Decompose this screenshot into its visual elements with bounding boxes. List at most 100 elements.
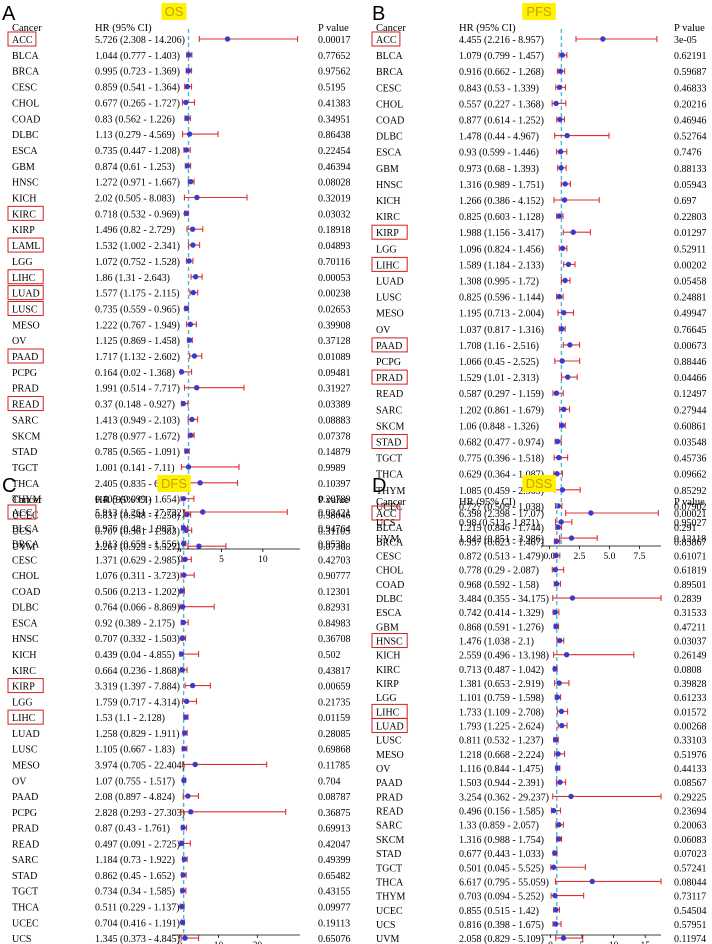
cancer-label: BRCA	[12, 540, 40, 551]
row-ov: OV 1.07 (0.755 - 1.517) 0.704	[12, 776, 341, 787]
highlight-box	[7, 237, 44, 253]
p-value-text: 0.697	[674, 196, 697, 207]
p-value-text: 0.20789	[318, 495, 351, 506]
cancer-label: MESO	[12, 760, 40, 771]
cancer-label: THCA	[376, 470, 404, 481]
p-value-text: 0.04893	[318, 241, 351, 252]
row-read: READ 0.587 (0.297 - 1.159) 0.12497	[376, 389, 707, 400]
p-value-text: 0.12497	[674, 389, 707, 400]
row-ov: OV 1.037 (0.817 - 1.316) 0.76645	[376, 325, 707, 336]
cancer-label: LUAD	[12, 729, 40, 740]
hr-ci-text: 1.215 (0.846 - 1.744)	[459, 523, 544, 534]
hr-ci-text: 1.072 (0.752 - 1.528)	[95, 257, 180, 268]
cancer-label: COAD	[12, 114, 40, 125]
hr-ci-text: 2.405 (0.835 - 6.929)	[95, 479, 180, 490]
header-hr: HR (95% CI)	[459, 497, 516, 508]
highlight-box	[7, 678, 44, 694]
p-value-text: 0.22454	[318, 146, 351, 157]
hr-ci-text: 0.976 (0.48 - 1.987)	[95, 524, 175, 535]
row-paad: PAAD 2.08 (0.897 - 4.824) 0.08787	[12, 792, 351, 803]
cancer-label: ACC	[376, 35, 397, 46]
header-hr: HR (95% CI)	[459, 23, 516, 34]
p-value-text: 0.36708	[318, 634, 351, 645]
highlight-box	[7, 396, 44, 412]
hr-ci-text: 0.877 (0.614 - 1.252)	[459, 116, 544, 127]
row-lihc: LIHC 1.733 (1.109 - 2.708) 0.01572	[371, 703, 707, 719]
hr-point	[557, 116, 563, 123]
hr-ci-text: 1.079 (0.799 - 1.457)	[459, 51, 544, 62]
row-esca: ESCA 0.735 (0.447 - 1.208) 0.22454	[12, 146, 351, 157]
p-value-text: 0.11785	[318, 760, 350, 771]
cancer-label: BRCA	[376, 537, 404, 548]
row-brca: BRCA 0.995 (0.723 - 1.369) 0.97562	[12, 67, 351, 78]
hr-point	[556, 454, 562, 461]
header-p-value: P value	[674, 497, 705, 508]
hr-point	[189, 682, 196, 689]
row-acc: ACC 6.398 (2.398 - 17.07) 0.00021	[371, 505, 707, 521]
hr-point	[558, 165, 564, 171]
row-esca: ESCA 0.742 (0.414 - 1.329) 0.31533	[376, 608, 707, 619]
hr-ci-text: 1.044 (0.777 - 1.403)	[95, 51, 180, 62]
hr-ci-text: 1.717 (1.132 - 2.602)	[95, 352, 180, 363]
cancer-label: PRAD	[376, 373, 403, 384]
row-cesc: CESC 0.872 (0.513 - 1.479) 0.61071	[376, 552, 707, 563]
cancer-label: READ	[376, 807, 403, 818]
hr-point	[180, 824, 186, 831]
cancer-label: GBM	[376, 164, 399, 175]
row-skcm: SKCM 1.06 (0.848 - 1.326) 0.60861	[376, 421, 707, 432]
row-gbm: GBM 0.868 (0.591 - 1.276) 0.47211	[376, 622, 706, 633]
hr-ci-text: 1.496 (0.82 - 2.729)	[95, 225, 175, 236]
highlight-box	[7, 31, 37, 47]
cancer-label: MESO	[12, 320, 40, 331]
hr-point	[560, 935, 567, 941]
hr-point	[561, 406, 567, 412]
cancer-label: ESCA	[12, 146, 38, 157]
hr-ci-text: 1.529 (1.01 - 2.313)	[459, 373, 539, 384]
title-badge	[522, 475, 556, 492]
title-badge	[161, 3, 187, 20]
x-tick-label: 10	[214, 941, 224, 944]
row-skcm: SKCM 1.278 (0.977 - 1.672) 0.07378	[12, 431, 351, 442]
row-blca: BLCA 0.976 (0.48 - 1.987) 0.94764	[12, 524, 351, 535]
cancer-label: PAAD	[376, 778, 402, 789]
hr-point	[552, 892, 558, 899]
p-value-text: 0.07368	[318, 542, 351, 553]
row-brca: BRCA 1.013 (0.659 - 1.556) 0.9538	[12, 540, 346, 551]
hr-point	[556, 822, 562, 828]
row-acc: ACC 4.455 (2.216 - 8.957) 3e-05	[371, 31, 697, 47]
row-ov: OV 1.116 (0.844 - 1.475) 0.44133	[376, 764, 707, 775]
p-value-text: 0.08883	[318, 415, 351, 426]
p-value-text: 0.65482	[318, 871, 351, 882]
cancer-label: SKCM	[376, 835, 404, 846]
row-lgg: LGG 1.072 (0.752 - 1.528) 0.70116	[12, 257, 350, 268]
hr-ci-text: 1.478 (0.44 - 4.967)	[459, 132, 539, 143]
p-value-text: 0.89501	[674, 580, 707, 591]
hr-ci-text: 0.682 (0.477 - 0.974)	[459, 438, 544, 449]
row-sarc: SARC 1.184 (0.73 - 1.922) 0.49399	[12, 855, 351, 866]
hr-point	[180, 400, 187, 407]
row-uvm: UVM 2.261 (0.925 - 5.527) 0.07368	[12, 542, 351, 553]
cancer-label: CHOL	[12, 571, 39, 582]
cancer-label: ESCA	[12, 618, 38, 629]
hr-point	[187, 321, 194, 327]
hr-point	[184, 115, 190, 121]
row-tgct: TGCT 1.001 (0.141 - 7.11) 0.9989	[12, 463, 346, 474]
cancer-label: THYM	[12, 495, 42, 506]
hr-ci-text: 1.101 (0.759 - 1.598)	[459, 693, 544, 704]
p-value-text: 0.85292	[674, 486, 707, 497]
p-value-text: 0.03032	[318, 209, 351, 220]
p-value-text: 0.39828	[674, 679, 707, 690]
hr-point	[550, 864, 557, 870]
hr-point	[199, 509, 206, 515]
row-prad: PRAD 3.254 (0.362 - 29.237) 0.29225	[376, 792, 707, 803]
row-meso: MESO 3.974 (0.705 - 22.404) 0.11785	[12, 760, 350, 771]
hr-ci-text: 0.629 (0.364 - 1.087)	[459, 470, 544, 481]
cancer-label: LIHC	[376, 707, 400, 718]
cancer-label: SKCM	[12, 431, 40, 442]
hr-point	[183, 305, 190, 312]
hr-point	[181, 856, 188, 862]
p-value-text: 0.41383	[318, 98, 351, 109]
row-read: READ 0.497 (0.091 - 2.725) 0.42047	[12, 839, 351, 850]
cancer-label: PRAD	[376, 792, 403, 803]
row-tgct: TGCT 0.734 (0.34 - 1.585) 0.43155	[12, 887, 351, 898]
